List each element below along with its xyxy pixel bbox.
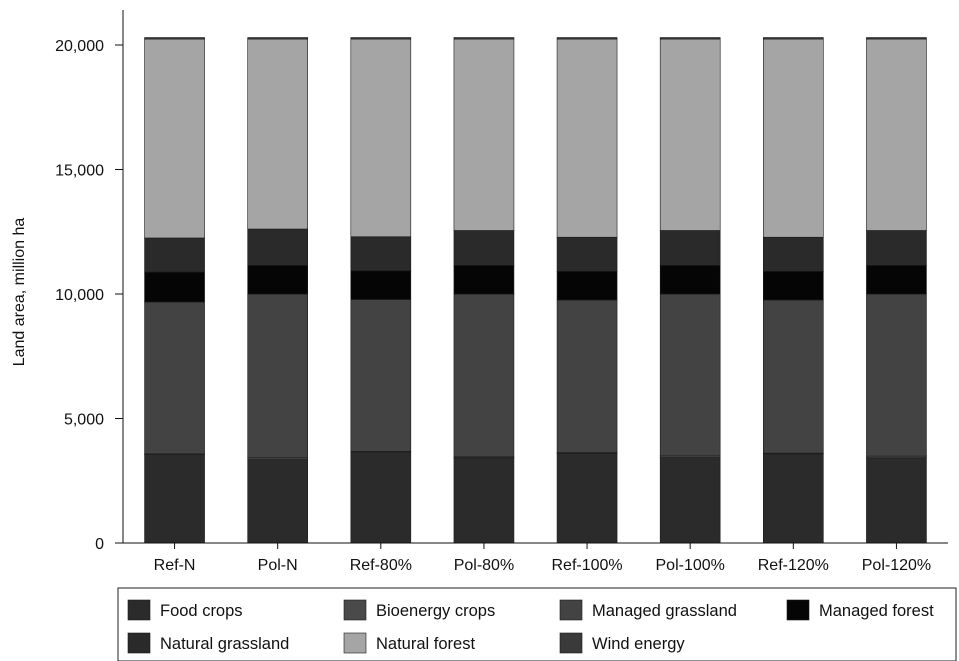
bar-segment-food-crops-pol-100pct: [659, 457, 721, 544]
bar-segment-managed-forest-ref-n: [144, 271, 205, 303]
bar-ref-120pct: [763, 37, 824, 544]
bar-segment-natural-forest-ref-100pct: [556, 38, 618, 238]
bar-pol-120pct: [866, 37, 927, 544]
bar-segment-managed-grassland-ref-n: [144, 301, 205, 455]
x-tick-label-pol-80pct: Pol-80%: [454, 557, 514, 574]
x-tick-label-ref-80pct: Ref-80%: [350, 557, 412, 574]
legend-swatch: [343, 599, 367, 621]
bar-pol-100pct: [659, 37, 721, 544]
legend-label: Bioenergy crops: [376, 602, 495, 620]
y-tick-label: 20,000: [55, 38, 104, 55]
bar-segment-wind-energy-pol-n: [247, 37, 308, 40]
legend-item-wind-energy: Wind energy: [559, 632, 685, 654]
y-axis-title: Land area, million ha: [11, 218, 28, 367]
x-axis: Ref-N Pol-N Ref-80% Pol-80% Ref-100% Pol-100%…: [123, 542, 948, 574]
bar-segment-natural-grassland-ref-n: [144, 237, 205, 273]
y-tick-label: 15,000: [55, 163, 104, 180]
legend-item-natural-grassland: Natural grassland: [127, 632, 289, 654]
legend-label: Natural forest: [376, 635, 475, 653]
bar-segment-natural-forest-ref-n: [144, 38, 205, 239]
bar-segment-food-crops-ref-n: [144, 454, 205, 544]
x-tick-label-ref-120pct: Ref-120%: [758, 557, 829, 574]
bar-ref-n: [144, 37, 205, 544]
legend-item-managed-forest: Managed forest: [786, 599, 934, 621]
bar-segment-wind-energy-pol-120pct: [866, 37, 927, 40]
legend-label: Natural grassland: [160, 635, 289, 653]
legend-item-food-crops: Food crops: [127, 599, 243, 621]
bar-segment-food-crops-pol-120pct: [866, 457, 927, 544]
bar-segment-natural-grassland-ref-100pct: [556, 236, 618, 272]
y-tick-label: 5,000: [64, 412, 104, 429]
legend-swatch: [127, 632, 151, 654]
bar-segment-natural-grassland-ref-120pct: [763, 236, 824, 272]
legend-swatch: [559, 599, 583, 621]
legend-item-bioenergy-crops: Bioenergy crops: [343, 599, 495, 621]
y-axis: 0 5,000 10,000 15,000 20,000: [55, 10, 124, 553]
bar-segment-managed-forest-pol-100pct: [659, 265, 721, 295]
bar-segment-wind-energy-pol-80pct: [453, 37, 515, 40]
bar-segment-managed-forest-ref-80pct: [350, 270, 412, 300]
legend-label: Wind energy: [592, 635, 685, 653]
bar-segment-managed-grassland-pol-100pct: [659, 293, 721, 457]
bar-segment-natural-grassland-ref-80pct: [350, 236, 412, 272]
bar-ref-100pct: [556, 37, 618, 544]
bar-segment-managed-grassland-ref-100pct: [556, 299, 618, 453]
legend-label: Managed grassland: [592, 602, 737, 620]
legend-swatch: [127, 599, 151, 621]
bar-pol-n: [247, 37, 308, 544]
bar-segment-managed-forest-pol-80pct: [453, 265, 515, 295]
bar-segment-natural-forest-pol-n: [247, 38, 308, 230]
legend-label: Food crops: [160, 602, 243, 620]
bar-segment-natural-grassland-pol-100pct: [659, 230, 721, 266]
bar-segment-managed-grassland-pol-80pct: [453, 293, 515, 458]
legend-swatch: [343, 632, 367, 654]
legend-swatch: [559, 632, 583, 654]
bar-segment-wind-energy-pol-100pct: [659, 37, 721, 40]
bar-segment-managed-grassland-pol-n: [247, 293, 308, 459]
bar-segment-natural-forest-pol-120pct: [866, 38, 927, 231]
legend-swatch: [786, 599, 810, 621]
bar-segment-food-crops-ref-80pct: [350, 451, 412, 544]
bar-segment-managed-grassland-ref-120pct: [763, 299, 824, 454]
bar-segment-managed-grassland-pol-120pct: [866, 293, 927, 457]
legend-box: [117, 587, 957, 661]
legend-label: Managed forest: [819, 602, 934, 620]
bars-group: [144, 37, 927, 544]
bar-segment-managed-forest-ref-120pct: [763, 271, 824, 301]
y-tick-label: 0: [95, 536, 104, 553]
bar-ref-80pct: [350, 37, 412, 544]
bar-segment-wind-energy-ref-120pct: [763, 37, 824, 40]
bar-segment-wind-energy-ref-100pct: [556, 37, 618, 40]
bar-segment-food-crops-ref-100pct: [556, 453, 618, 544]
bar-segment-food-crops-ref-120pct: [763, 453, 824, 544]
bar-segment-natural-grassland-pol-120pct: [866, 230, 927, 266]
x-tick-label-pol-100pct: Pol-100%: [656, 557, 725, 574]
bar-segment-natural-forest-pol-80pct: [453, 38, 515, 231]
bar-segment-managed-forest-pol-n: [247, 265, 308, 295]
bar-pol-80pct: [453, 37, 515, 544]
bar-segment-managed-grassland-ref-80pct: [350, 299, 412, 452]
bar-segment-wind-energy-ref-n: [144, 37, 205, 40]
bar-segment-natural-forest-pol-100pct: [659, 38, 721, 231]
x-tick-label-pol-n: Pol-N: [258, 557, 298, 574]
bar-segment-managed-forest-ref-100pct: [556, 271, 618, 301]
y-tick-label: 10,000: [55, 287, 104, 304]
bar-segment-natural-forest-ref-80pct: [350, 38, 412, 238]
legend: Food crops Bioenergy crops Managed grassla…: [127, 599, 934, 654]
bar-segment-natural-grassland-pol-80pct: [453, 230, 515, 266]
bar-segment-natural-forest-ref-120pct: [763, 38, 824, 238]
x-tick-label-ref-n: Ref-N: [154, 557, 196, 574]
bar-segment-managed-forest-pol-120pct: [866, 265, 927, 295]
x-tick-label-ref-100pct: Ref-100%: [551, 557, 622, 574]
bar-segment-wind-energy-ref-80pct: [350, 37, 412, 40]
legend-item-managed-grassland: Managed grassland: [559, 599, 737, 621]
x-tick-label-pol-120pct: Pol-120%: [862, 557, 931, 574]
legend-item-natural-forest: Natural forest: [343, 632, 475, 654]
bar-segment-food-crops-pol-n: [247, 459, 308, 544]
bar-segment-food-crops-pol-80pct: [453, 457, 515, 544]
bar-segment-natural-grassland-pol-n: [247, 228, 308, 266]
